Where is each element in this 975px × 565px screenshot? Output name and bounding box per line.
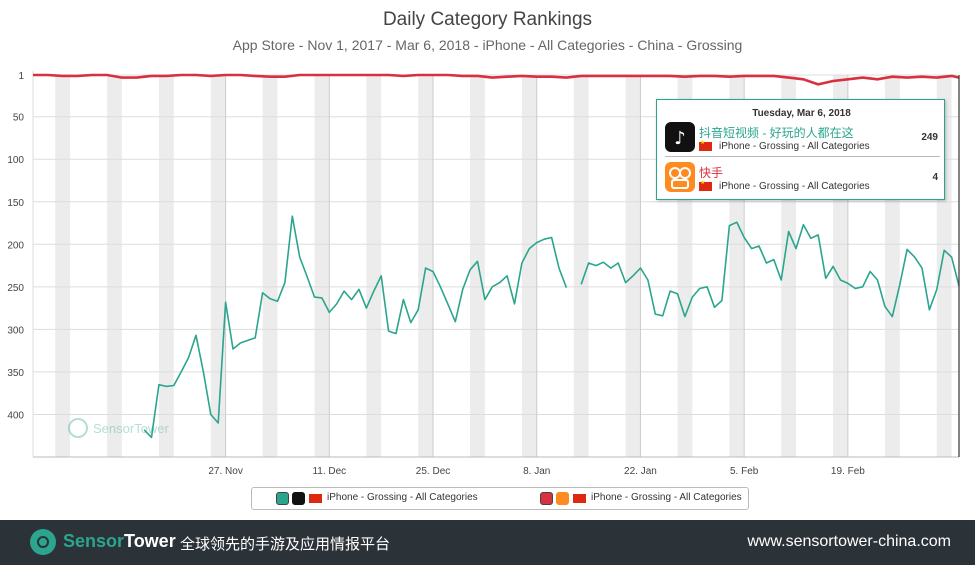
y-tick-label: 100 — [7, 155, 24, 166]
tooltip-app-name: 快手 — [699, 166, 724, 180]
weekend-band — [573, 75, 589, 457]
y-tick-label: 400 — [7, 410, 24, 421]
weekend-band — [314, 75, 330, 457]
tooltip-date: Tuesday, Mar 6, 2018 — [752, 108, 851, 119]
tooltip-rank: 249 — [921, 132, 938, 143]
footer-url[interactable]: www.sensortower-china.com — [747, 533, 951, 550]
footer-brand: SensorTower — [63, 531, 176, 552]
tooltip-row: 快手 iPhone - Grossing - All Categories 4 — [665, 162, 940, 196]
footer-brand-a: Sensor — [63, 531, 125, 551]
china-flag-icon — [699, 179, 712, 191]
y-tick-label: 50 — [13, 113, 25, 124]
kuaishou-icon — [556, 492, 569, 505]
douyin-icon — [292, 492, 305, 505]
series-line-douyin — [580, 221, 960, 318]
tooltip-app-sub: iPhone - Grossing - All Categories — [719, 141, 870, 152]
x-tick-label: 22. Jan — [624, 466, 657, 477]
weekend-band — [366, 75, 382, 457]
svg-text:♪: ♪ — [674, 128, 686, 149]
sensortower-logo-icon — [68, 418, 88, 438]
x-tick-label: 5. Feb — [730, 466, 759, 477]
y-tick-label: 1 — [18, 71, 24, 82]
tooltip-rank: 4 — [932, 172, 938, 183]
kuaishou-icon — [665, 162, 695, 192]
chart-tooltip: Tuesday, Mar 6, 2018 ♪ 抖音短视频 - 好玩的人都在这 i… — [656, 99, 945, 200]
legend-label: iPhone - Grossing - All Categories — [591, 492, 742, 503]
weekend-band — [262, 75, 278, 457]
tooltip-app-sub: iPhone - Grossing - All Categories — [719, 181, 870, 192]
x-tick-label: 27. Nov — [208, 466, 242, 477]
weekend-band — [158, 75, 174, 457]
sensortower-logo-icon — [30, 529, 56, 555]
x-tick-label: 25. Dec — [416, 466, 450, 477]
legend-swatch — [540, 492, 553, 505]
y-tick-label: 150 — [7, 198, 24, 209]
weekend-band — [470, 75, 485, 457]
weekend-band — [418, 75, 434, 457]
series-line-douyin — [143, 215, 568, 439]
y-tick-label: 350 — [7, 368, 24, 379]
douyin-icon: ♪ — [665, 122, 695, 152]
footer-bar: SensorTower 全球领先的手游及应用情报平台 www.sensortow… — [0, 520, 975, 565]
chart-title: Daily Category Rankings — [382, 9, 593, 30]
y-tick-label: 300 — [7, 325, 24, 336]
weekend-band — [55, 75, 71, 457]
series-line-kuaishou — [33, 73, 960, 86]
china-flag-icon — [699, 139, 712, 151]
china-flag-icon — [573, 494, 586, 503]
legend-label: iPhone - Grossing - All Categories — [327, 492, 478, 503]
y-tick-label: 250 — [7, 283, 24, 294]
weekend-band — [625, 75, 641, 457]
y-tick-label: 200 — [7, 240, 24, 251]
tooltip-app-name: 抖音短视频 - 好玩的人都在这 — [699, 126, 854, 140]
footer-tagline: 全球领先的手游及应用情报平台 — [180, 536, 391, 553]
tooltip-row: ♪ 抖音短视频 - 好玩的人都在这 iPhone - Grossing - Al… — [665, 122, 940, 157]
legend-swatch — [276, 492, 289, 505]
weekend-band — [210, 75, 226, 457]
footer-brand-b: Tower — [124, 531, 176, 551]
x-tick-label: 19. Feb — [831, 466, 865, 477]
chart-legend: iPhone - Grossing - All Categories iPhon… — [251, 487, 749, 510]
x-tick-label: 11. Dec — [312, 466, 346, 477]
x-tick-label: 8. Jan — [523, 466, 550, 477]
chart-subtitle: App Store - Nov 1, 2017 - Mar 6, 2018 - … — [232, 37, 743, 53]
watermark-text: SensorTower — [93, 421, 169, 436]
weekend-band — [521, 75, 537, 457]
china-flag-icon — [309, 494, 322, 503]
weekend-band — [107, 75, 122, 457]
